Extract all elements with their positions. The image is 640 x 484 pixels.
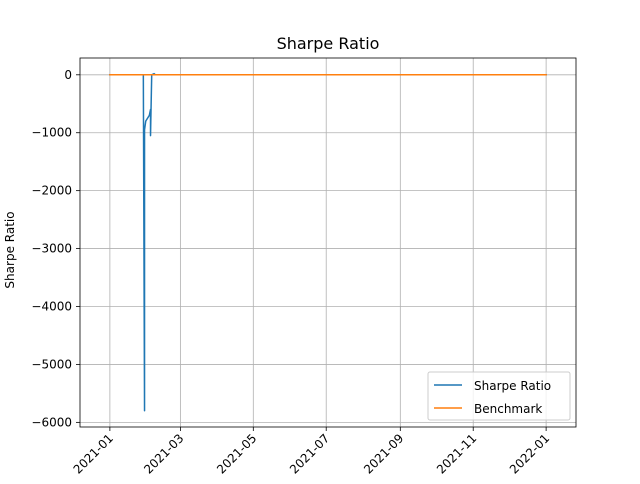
legend-label-benchmark: Benchmark — [474, 402, 542, 416]
y-axis-label: Sharpe Ratio — [3, 211, 17, 288]
data-series — [109, 72, 547, 412]
y-tick-label: −4000 — [31, 300, 72, 314]
legend-label-sharpe-ratio: Sharpe Ratio — [474, 379, 551, 393]
y-axis-ticks: 0 −1000 −2000 −3000 −4000 −5000 −6000 — [31, 68, 80, 429]
y-tick-label: 0 — [64, 68, 72, 82]
legend-box — [427, 371, 571, 421]
legend: Sharpe Ratio Benchmark — [427, 371, 571, 421]
y-tick-label: −3000 — [31, 242, 72, 256]
y-tick-label: −2000 — [31, 184, 72, 198]
chart-title: Sharpe Ratio — [277, 34, 380, 53]
series-line-sharpe-ratio — [109, 72, 547, 412]
y-tick-label: −6000 — [31, 415, 72, 429]
axes-frame — [79, 57, 577, 428]
y-tick-label: −1000 — [31, 126, 72, 140]
y-tick-label: −5000 — [31, 357, 72, 371]
